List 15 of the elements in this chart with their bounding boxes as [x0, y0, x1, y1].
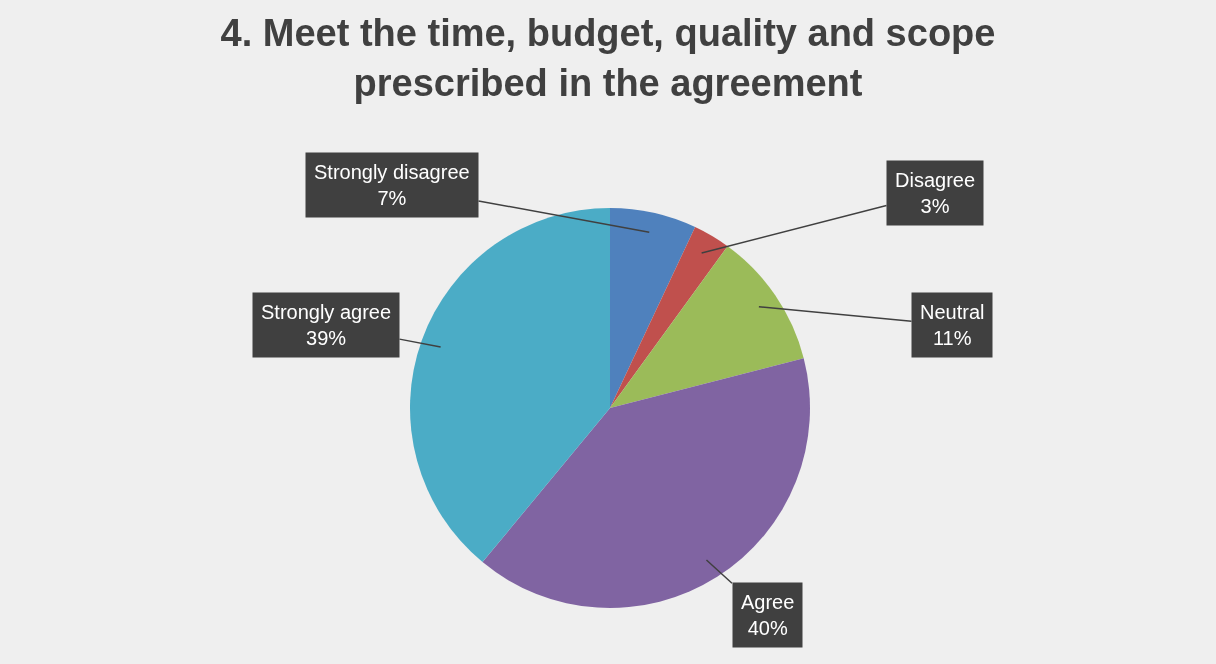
chart-title: 4. Meet the time, budget, quality and scope prescribed in the agreement [220, 12, 996, 104]
data-label: 11% [932, 327, 972, 349]
slice-label: Neutral [920, 301, 985, 323]
data-label: 3% [920, 195, 950, 217]
data-label: 39% [306, 327, 347, 349]
slice-label: Strongly agree [261, 301, 392, 323]
pie-slice [610, 208, 696, 408]
pie-slice [610, 246, 804, 408]
slice-label: Strongly disagree [314, 161, 470, 183]
slice-label: Disagree [895, 169, 976, 191]
slice-label: Agree [741, 591, 795, 613]
pie-slice [410, 208, 610, 563]
data-label: 7% [377, 187, 407, 209]
pie-slice [610, 227, 728, 408]
data-label: 40% [747, 617, 788, 639]
